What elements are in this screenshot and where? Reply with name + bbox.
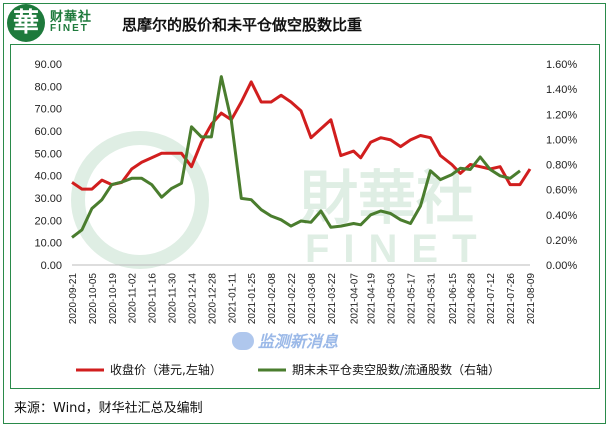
- x-tick-label: 2021-04-07: [350, 273, 361, 325]
- y-left-tick-label: 20.00: [34, 215, 62, 227]
- short-ratio-line: [71, 75, 521, 239]
- x-tick-label: 2020-10-05: [88, 273, 99, 325]
- y-left-tick-label: 40.00: [34, 171, 62, 183]
- x-tick-label: 2021-06-28: [466, 273, 477, 325]
- y-left-tick-label: 80.00: [34, 81, 62, 93]
- x-tick-label: 2021-03-22: [327, 273, 338, 325]
- y-right-tick-label: 1.00%: [546, 134, 577, 146]
- chart-title: 思摩尔的股价和未平仓做空股数比重: [122, 16, 363, 34]
- y-right-tick-label: 1.60%: [546, 59, 577, 71]
- x-tick-label: 2021-04-19: [367, 273, 378, 325]
- y-left-tick-label: 70.00: [34, 104, 62, 116]
- x-tick-label: 2021-05-03: [387, 273, 398, 325]
- y-right-tick-label: 0.00%: [546, 260, 577, 272]
- plot-border: [10, 44, 600, 389]
- badge-icon: [232, 332, 254, 350]
- watermark-en: FINET: [305, 227, 491, 271]
- x-tick-label: 2021-08-09: [526, 273, 537, 325]
- x-tick-label: 2021-01-11: [227, 273, 238, 324]
- badge-text: 监测新消息: [258, 332, 339, 351]
- y-left-tick-label: 10.00: [34, 238, 62, 250]
- y-left-tick-label: 60.00: [34, 126, 62, 138]
- watermark-logo-ring: [71, 131, 209, 269]
- x-tick-label: 2021-03-08: [307, 273, 318, 325]
- x-tick-label: 2021-01-25: [247, 273, 258, 325]
- legend-label-price: 收盘价（港元,左轴）: [110, 362, 222, 377]
- x-tick-label: 2021-07-12: [486, 273, 497, 325]
- x-tick-label: 2020-11-30: [168, 273, 179, 324]
- y-right-tick-label: 0.60%: [546, 185, 577, 197]
- x-tick-label: 2021-02-08: [267, 273, 278, 325]
- watermark-cn: 財華社: [300, 164, 474, 232]
- x-tick-label: 2021-02-22: [287, 273, 298, 325]
- y-right-tick-label: 0.20%: [546, 235, 577, 247]
- y-left-tick-label: 0.00: [41, 260, 62, 272]
- x-tick-label: 2020-12-14: [187, 273, 198, 325]
- y-right-tick-label: 1.40%: [546, 84, 577, 96]
- header: 華 财華社 FINET 思摩尔的股价和未平仓做空股数比重: [0, 0, 609, 46]
- y-right-tick-label: 0.80%: [546, 160, 577, 172]
- x-tick-label: 2020-12-28: [207, 273, 218, 325]
- y-left-tick-label: 90.00: [34, 59, 62, 71]
- x-tick-label: 2021-05-17: [407, 273, 418, 325]
- y-right-tick-label: 0.40%: [546, 210, 577, 222]
- price-line: [71, 80, 532, 191]
- logo-text-en: FINET: [50, 23, 89, 34]
- x-tick-label: 2020-09-21: [68, 273, 79, 325]
- x-tick-label: 2020-10-19: [108, 273, 119, 325]
- logo-icon: 華: [7, 4, 45, 42]
- y-left-tick-label: 50.00: [34, 148, 62, 160]
- x-tick-label: 2020-11-02: [128, 273, 139, 324]
- logo-text-cn: 财華社: [50, 10, 93, 25]
- x-tick-label: 2021-06-15: [448, 273, 459, 325]
- y-right-tick-label: 1.20%: [546, 109, 577, 121]
- x-tick-label: 2020-11-16: [148, 273, 159, 324]
- x-tick-label: 2021-05-31: [426, 273, 437, 325]
- y-left-tick-label: 30.00: [34, 193, 62, 205]
- x-tick-label: 2021-07-26: [506, 273, 517, 325]
- legend-label-short: 期末未平仓卖空股数/流通股数（右轴）: [292, 362, 500, 377]
- source-note: 来源：Wind，财华社汇总及编制: [14, 401, 203, 416]
